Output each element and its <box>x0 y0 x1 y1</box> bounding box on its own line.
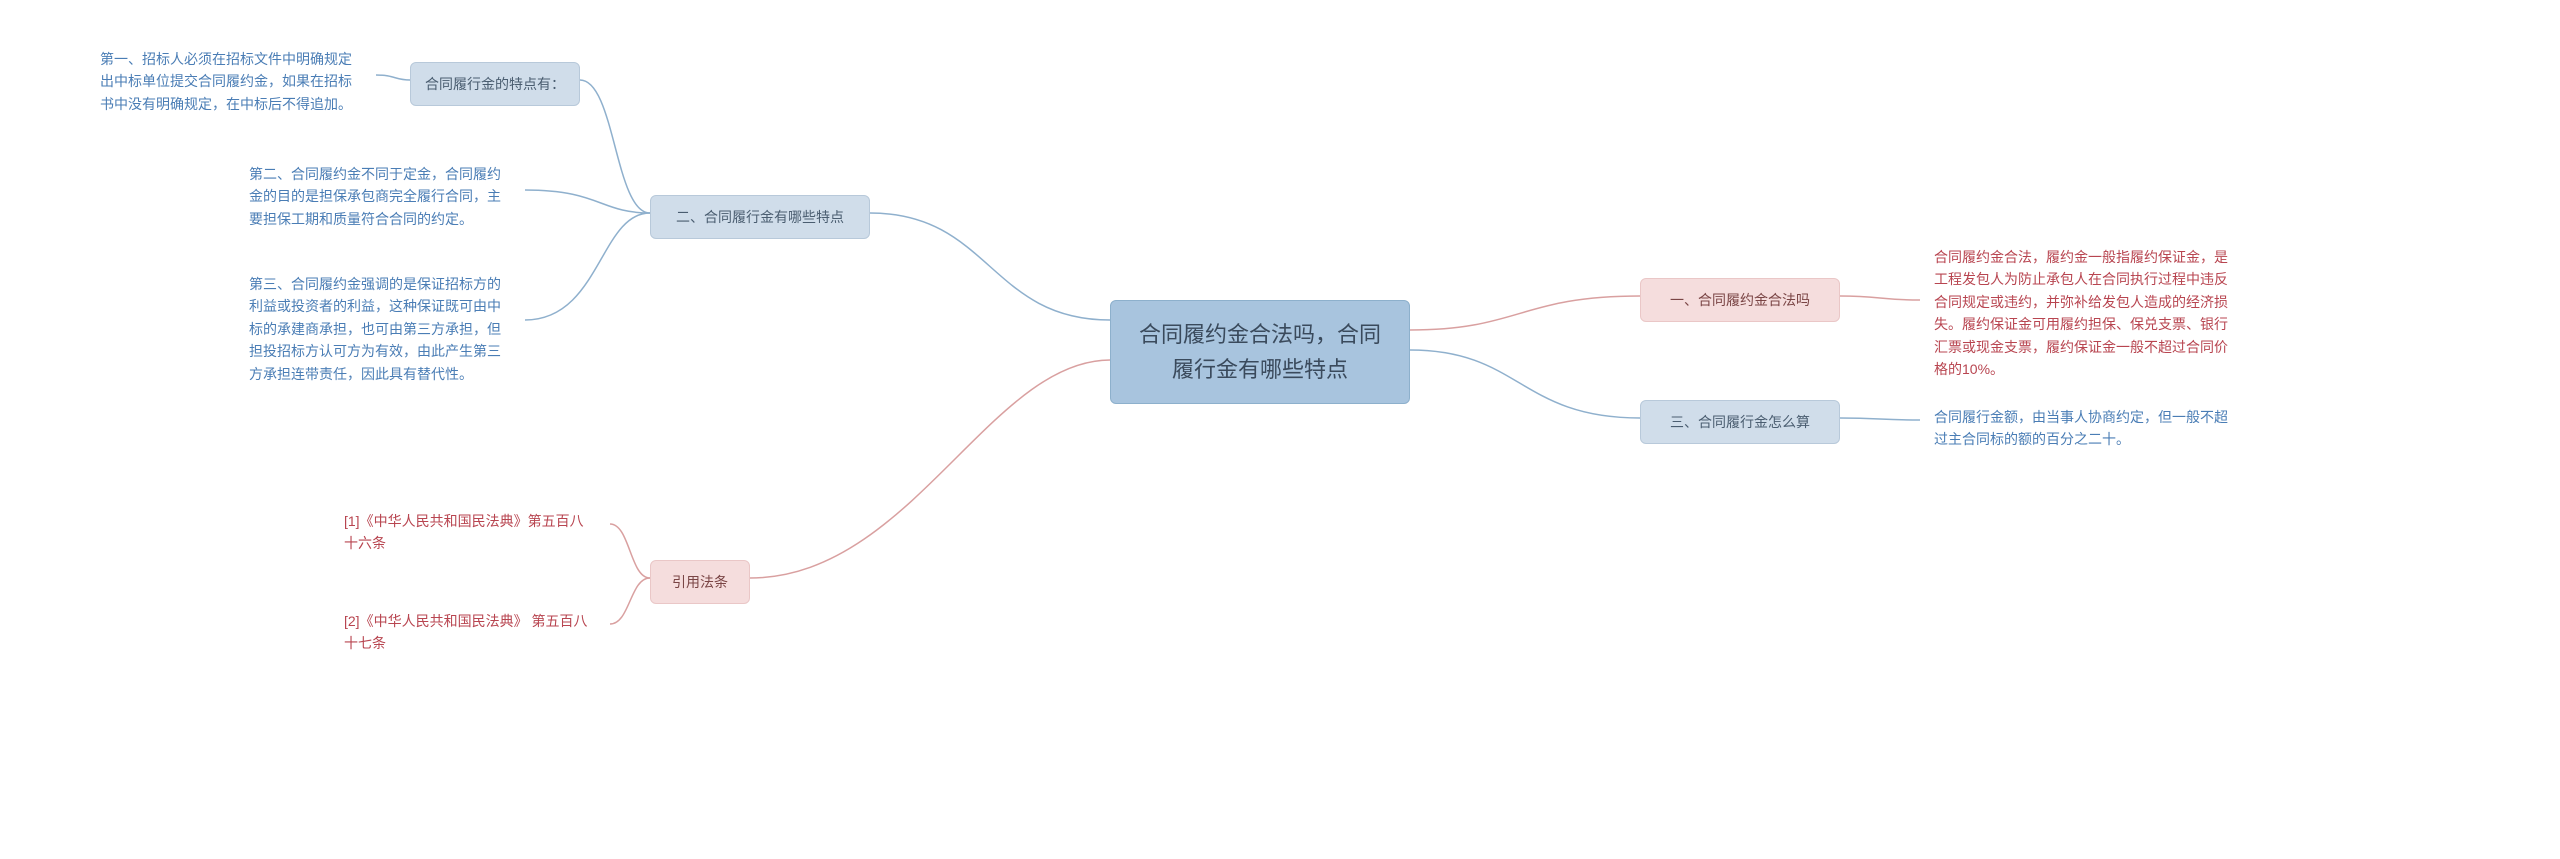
branch-1-detail: 合同履约金合法，履约金一般指履约保证金，是工程发包人为防止承包人在合同执行过程中… <box>1920 236 2250 390</box>
ref-1: [1]《中华人民共和国民法典》第五百八十六条 <box>330 500 610 565</box>
center-title-line1: 合同履约金合法吗，合同 <box>1131 317 1389 352</box>
branch-2-node: 二、合同履行金有哪些特点 <box>650 195 870 239</box>
branch-3-node: 三、合同履行金怎么算 <box>1640 400 1840 444</box>
center-node: 合同履约金合法吗，合同 履行金有哪些特点 <box>1110 300 1410 404</box>
branch-2-item-1: 第一、招标人必须在招标文件中明确规定出中标单位提交合同履约金，如果在招标书中没有… <box>86 38 376 125</box>
ref-2: [2]《中华人民共和国民法典》 第五百八十七条 <box>330 600 610 665</box>
branch-2-item-3: 第三、合同履约金强调的是保证招标方的利益或投资者的利益，这种保证既可由中标的承建… <box>235 263 525 395</box>
center-title-line2: 履行金有哪些特点 <box>1131 352 1389 387</box>
branch-3-detail: 合同履行金额，由当事人协商约定，但一般不超过主合同标的额的百分之二十。 <box>1920 396 2250 461</box>
branch-1-node: 一、合同履约金合法吗 <box>1640 278 1840 322</box>
refs-node: 引用法条 <box>650 560 750 604</box>
branch-2-item-2: 第二、合同履约金不同于定金，合同履约金的目的是担保承包商完全履行合同，主要担保工… <box>235 153 525 240</box>
branch-2-sub-node: 合同履行金的特点有： <box>410 62 580 106</box>
